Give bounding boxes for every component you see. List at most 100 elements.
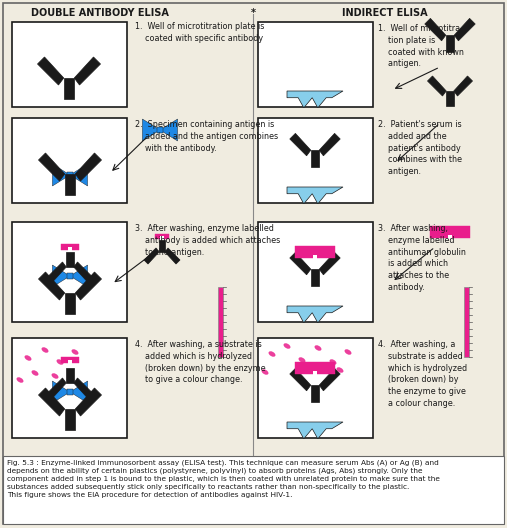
Ellipse shape <box>52 373 58 379</box>
Bar <box>68 360 72 364</box>
Polygon shape <box>65 293 75 314</box>
Polygon shape <box>287 422 343 439</box>
Ellipse shape <box>315 345 321 351</box>
Ellipse shape <box>42 347 48 353</box>
Polygon shape <box>290 134 311 156</box>
Text: *: * <box>250 8 256 18</box>
Ellipse shape <box>269 352 275 356</box>
Bar <box>12 22 127 107</box>
Polygon shape <box>454 76 473 96</box>
Polygon shape <box>311 269 319 286</box>
Polygon shape <box>165 248 180 264</box>
Bar <box>258 118 373 203</box>
Bar <box>258 22 373 107</box>
Ellipse shape <box>345 350 351 354</box>
Polygon shape <box>287 91 343 108</box>
Polygon shape <box>311 385 319 402</box>
Ellipse shape <box>57 360 63 364</box>
Polygon shape <box>311 150 319 167</box>
Bar <box>12 338 127 438</box>
Ellipse shape <box>299 357 305 362</box>
Ellipse shape <box>32 371 38 375</box>
Ellipse shape <box>25 355 31 361</box>
Polygon shape <box>70 265 88 287</box>
Polygon shape <box>287 306 343 323</box>
Polygon shape <box>74 57 100 85</box>
Polygon shape <box>39 153 65 181</box>
Polygon shape <box>48 262 66 282</box>
Bar <box>430 226 470 238</box>
Polygon shape <box>144 248 159 264</box>
Text: INDIRECT ELISA: INDIRECT ELISA <box>342 8 428 18</box>
Polygon shape <box>446 91 454 106</box>
Text: 3.  After washing,
    enzyme labelled
    antihuman globulin
    is added which: 3. After washing, enzyme labelled antihu… <box>378 224 466 292</box>
Bar <box>218 287 223 357</box>
Ellipse shape <box>284 344 290 348</box>
Polygon shape <box>319 369 340 391</box>
Polygon shape <box>52 381 70 403</box>
Bar <box>68 247 72 251</box>
Ellipse shape <box>337 367 343 372</box>
Bar <box>61 357 79 363</box>
Polygon shape <box>427 76 446 96</box>
Bar <box>160 235 164 240</box>
Polygon shape <box>142 119 160 141</box>
Polygon shape <box>52 164 70 186</box>
Polygon shape <box>74 378 92 398</box>
Polygon shape <box>52 265 70 287</box>
Bar <box>313 371 317 375</box>
Text: 2.  Specimen containing antigen is
    added and the antigen combines
    with t: 2. Specimen containing antigen is added … <box>135 120 278 153</box>
Polygon shape <box>319 134 340 156</box>
Polygon shape <box>446 35 454 52</box>
Polygon shape <box>38 57 64 85</box>
Text: 1.  Well of microtitra-
    tion plate is
    coated with known
    antigen.: 1. Well of microtitra- tion plate is coa… <box>378 24 464 69</box>
Text: 3.  After washing, enzyme labelled
    antibody is added which attaches
    to t: 3. After washing, enzyme labelled antibo… <box>135 224 280 257</box>
Bar <box>157 127 163 133</box>
Text: DOUBLE ANTIBODY ELISA: DOUBLE ANTIBODY ELISA <box>31 8 169 18</box>
Ellipse shape <box>17 378 23 382</box>
Bar <box>258 222 373 322</box>
Text: 2.  Patient's serum is
    added and the
    patient's antibody
    combines wit: 2. Patient's serum is added and the pati… <box>378 120 462 176</box>
Polygon shape <box>160 119 177 141</box>
Bar <box>464 287 469 357</box>
Bar <box>67 389 74 395</box>
Polygon shape <box>66 368 74 383</box>
Ellipse shape <box>262 370 268 374</box>
Polygon shape <box>75 153 101 181</box>
Polygon shape <box>65 409 75 430</box>
Bar <box>61 244 79 250</box>
Polygon shape <box>70 164 88 186</box>
Bar <box>67 272 74 279</box>
Polygon shape <box>454 18 475 41</box>
Text: Fig. 5.3 : Enzyme-linked immunosorbent assay (ELISA test). This technique can me: Fig. 5.3 : Enzyme-linked immunosorbent a… <box>7 459 440 498</box>
Polygon shape <box>287 187 343 204</box>
Ellipse shape <box>330 360 336 364</box>
Polygon shape <box>39 272 65 300</box>
Bar <box>12 118 127 203</box>
Polygon shape <box>319 252 340 275</box>
Bar <box>155 233 169 239</box>
Text: 4.  After washing, a
    substrate is added
    which is hydrolyzed
    (broken : 4. After washing, a substrate is added w… <box>378 340 467 408</box>
Text: 1.  Well of microtitration plate is
    coated with specific antibody: 1. Well of microtitration plate is coate… <box>135 22 264 43</box>
Ellipse shape <box>72 350 78 354</box>
Bar <box>295 362 335 374</box>
Polygon shape <box>66 252 74 267</box>
Bar <box>258 338 373 438</box>
Bar <box>295 246 335 258</box>
Polygon shape <box>64 78 74 99</box>
Polygon shape <box>74 262 92 282</box>
Polygon shape <box>159 240 165 252</box>
Polygon shape <box>290 252 311 275</box>
Polygon shape <box>425 18 446 41</box>
Bar <box>448 235 452 239</box>
Polygon shape <box>70 381 88 403</box>
Text: 4.  After washing, a substrate is
    added which is hydrolyzed
    (broken down: 4. After washing, a substrate is added w… <box>135 340 266 384</box>
Bar <box>67 172 74 178</box>
Polygon shape <box>39 388 65 416</box>
Polygon shape <box>65 174 75 195</box>
Polygon shape <box>75 388 101 416</box>
Polygon shape <box>75 272 101 300</box>
Bar <box>313 255 317 259</box>
Polygon shape <box>48 378 66 398</box>
Polygon shape <box>290 369 311 391</box>
